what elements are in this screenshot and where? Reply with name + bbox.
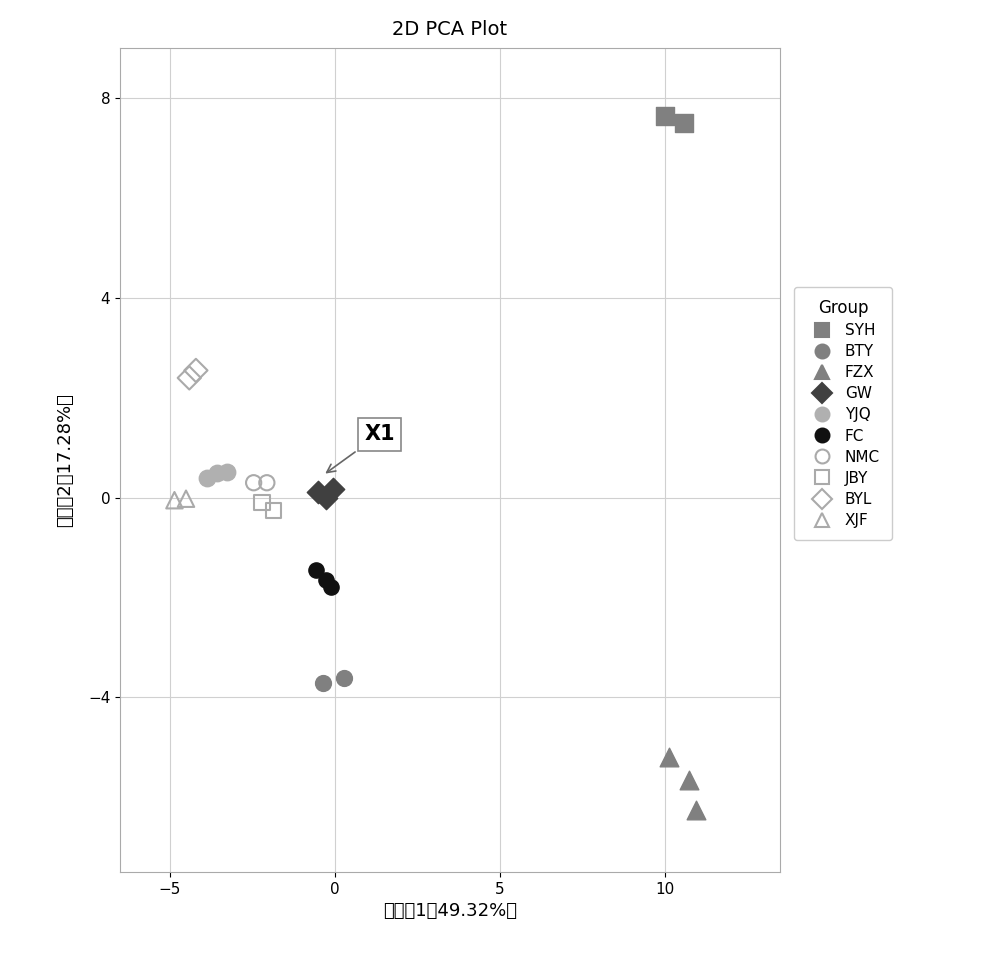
FZX	[688, 802, 704, 818]
Legend: SYH, BTY, FZX, GW, YJQ, FC, NMC, JBY, BYL, XJF: SYH, BTY, FZX, GW, YJQ, FC, NMC, JBY, BY…	[794, 287, 892, 541]
NMC	[259, 475, 275, 490]
BYL	[188, 362, 204, 378]
Title: 2D PCA Plot: 2D PCA Plot	[392, 19, 508, 39]
NMC	[246, 475, 262, 490]
GW	[325, 481, 341, 496]
JBY	[265, 503, 281, 518]
XJF	[166, 492, 182, 508]
Y-axis label: 主成剳2（17.28%）: 主成剳2（17.28%）	[56, 393, 74, 527]
JBY	[254, 495, 270, 511]
BTY	[315, 675, 331, 691]
FZX	[661, 750, 677, 766]
YJQ	[199, 470, 215, 485]
FC	[318, 573, 334, 588]
FC	[308, 562, 324, 578]
BYL	[181, 370, 197, 386]
FC	[323, 578, 339, 594]
YJQ	[209, 465, 225, 481]
SYH	[656, 109, 672, 124]
GW	[310, 484, 326, 499]
YJQ	[219, 464, 235, 480]
X-axis label: 主成剳1（49.32%）: 主成剳1（49.32%）	[383, 902, 517, 921]
FZX	[681, 772, 697, 788]
SYH	[676, 115, 692, 131]
Text: X1: X1	[327, 424, 395, 473]
BTY	[336, 671, 352, 686]
GW	[318, 490, 334, 506]
XJF	[178, 491, 194, 507]
